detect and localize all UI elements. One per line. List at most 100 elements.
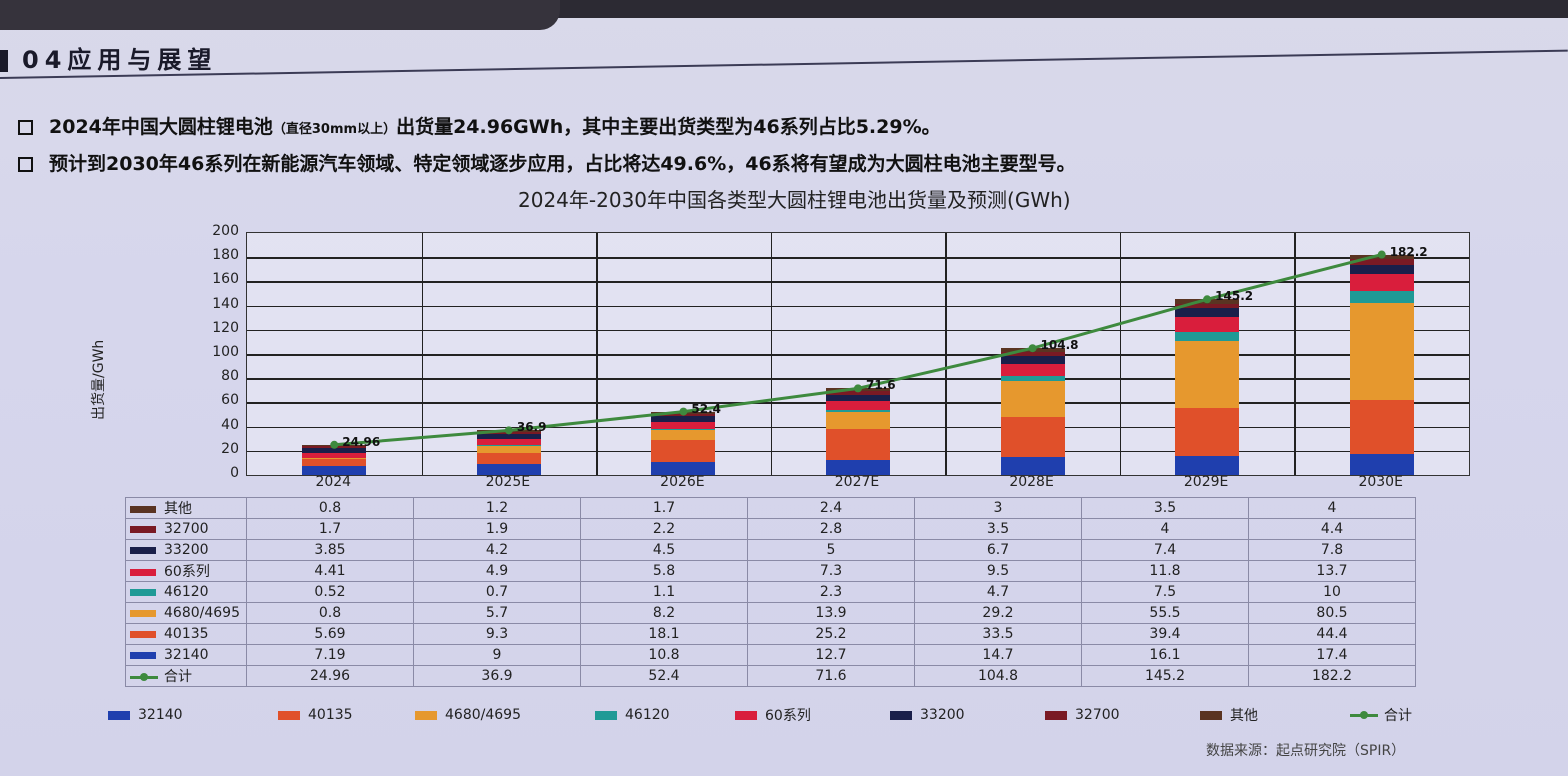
total-value-label: 36.9	[516, 420, 547, 435]
total-point	[1028, 344, 1037, 353]
table-cell: 0.8	[246, 602, 414, 624]
bar-segment-33200	[1349, 264, 1414, 275]
legend-label: 32700	[1075, 707, 1120, 723]
table-cell: 2.3	[747, 581, 915, 603]
color-swatch-icon	[1200, 710, 1222, 720]
table-row: 32140 7.19 9 10.8 12.7 14.7 16.1 17.4	[125, 644, 1416, 666]
color-swatch-icon	[735, 710, 757, 720]
category-divider	[770, 233, 773, 475]
row-label: 其他	[125, 497, 247, 519]
table-cell: 4.7	[914, 581, 1082, 603]
table-cell: 4.2	[413, 539, 581, 561]
table-cell: 36.9	[413, 665, 581, 687]
gridline	[247, 305, 1469, 308]
table-cell: 9.5	[914, 560, 1082, 582]
bar-segment-32700	[1000, 351, 1065, 357]
y-tick-label: 0	[230, 465, 239, 481]
table-cell: 182.2	[1248, 665, 1416, 687]
total-value-label: 24.96	[342, 434, 381, 449]
table-cell: 4	[1248, 497, 1416, 519]
legend-label: 合计	[1384, 708, 1412, 724]
chart-legend: 32140 40135 4680/4695 46120 60系列 33200 32700 其他…	[108, 705, 1470, 725]
bar-segment-33200	[1000, 356, 1065, 365]
table-row: 46120 0.52 0.7 1.1 2.3 4.7 7.5 10	[125, 581, 1416, 603]
legend-label: 33200	[920, 707, 965, 723]
table-cell: 33.5	[914, 623, 1082, 645]
x-tick-label: 2028E	[1009, 474, 1054, 490]
bar-segment-46120	[302, 457, 367, 459]
section-divider	[0, 49, 1568, 79]
y-tick-label: 20	[221, 440, 239, 457]
table-cell: 80.5	[1248, 602, 1416, 624]
row-label: 32700	[125, 518, 247, 540]
table-cell: 5.8	[580, 560, 748, 582]
table-row: 40135 5.69 9.3 18.1 25.2 33.5 39.4 44.4	[125, 623, 1416, 645]
table-cell: 44.4	[1248, 623, 1416, 645]
bar-segment-60系列	[826, 400, 890, 410]
table-cell: 0.52	[246, 581, 414, 603]
table-cell: 1.1	[580, 581, 748, 603]
table-cell: 5	[747, 539, 915, 561]
bar-segment-33200	[826, 394, 890, 401]
table-cell: 4.9	[413, 560, 581, 582]
total-point	[854, 384, 862, 393]
table-cell: 5.7	[413, 602, 581, 624]
legend-label: 60系列	[765, 708, 811, 724]
plot-area: 24.96 36.9 52.4 71.6 104.8 145.2 182.2	[246, 232, 1470, 476]
bar-segment-32700	[826, 391, 890, 395]
table-cell: 2.2	[580, 518, 748, 540]
row-label: 46120	[125, 581, 247, 603]
table-row: 33200 3.85 4.2 4.5 5 6.7 7.4 7.8	[125, 539, 1416, 561]
table-cell: 1.9	[413, 518, 581, 540]
table-cell: 7.19	[246, 644, 414, 666]
bar-segment-46120	[476, 445, 541, 446]
bar-segment-32140	[476, 464, 541, 475]
table-cell: 3.5	[914, 518, 1082, 540]
category-divider	[421, 233, 424, 475]
color-swatch-icon	[130, 651, 156, 659]
bar-segment-40135	[826, 429, 890, 460]
y-tick-label: 60	[221, 392, 239, 409]
bar-segment-40135	[476, 452, 541, 465]
bar-segment-32140	[1175, 455, 1240, 475]
bar-segment-33200	[476, 434, 541, 440]
section-title: 04应用与展望	[0, 40, 217, 75]
y-tick-label: 80	[221, 368, 239, 385]
color-swatch-icon	[130, 630, 156, 638]
legend-item: 32700	[1045, 705, 1200, 725]
color-swatch-icon	[130, 505, 156, 513]
legend-item: 33200	[890, 705, 1045, 725]
bar-segment-60系列	[651, 421, 716, 429]
bullet-2-text: 预计到2030年46系列在新能源汽车领域、特定领域逐步应用，占比将达49.6%，…	[49, 153, 1076, 175]
screen-top-dark-area	[0, 0, 560, 30]
y-tick-label: 120	[212, 319, 239, 336]
gridline	[247, 329, 1469, 332]
total-value-label: 52.4	[691, 401, 722, 416]
total-value-label: 104.8	[1040, 338, 1079, 353]
table-cell: 6.7	[914, 539, 1082, 561]
table-cell: 39.4	[1081, 623, 1249, 645]
color-swatch-icon	[595, 710, 617, 720]
bar-segment-33200	[1175, 308, 1240, 318]
bar-segment-40135	[1000, 416, 1065, 458]
bar-segment-60系列	[1000, 364, 1065, 376]
total-line	[330, 250, 1386, 449]
color-swatch-icon	[278, 710, 300, 720]
gridline	[247, 378, 1469, 380]
row-label: 32140	[125, 644, 247, 666]
category-divider	[1294, 233, 1296, 475]
bar-segment-4680/4695	[1000, 381, 1065, 417]
table-cell: 55.5	[1081, 602, 1249, 624]
y-tick-label: 200	[212, 223, 239, 239]
color-swatch-icon	[130, 546, 156, 554]
bullet-1: 2024年中国大圆柱锂电池（直径30mm以上）出货量24.96GWh，其中主要出…	[18, 112, 941, 139]
table-row: 合计 24.96 36.9 52.4 71.6 104.8 145.2 182.2	[125, 665, 1416, 687]
table-cell: 4.4	[1248, 518, 1416, 540]
legend-label: 46120	[625, 707, 670, 723]
line-marker-icon	[130, 672, 158, 681]
table-cell: 7.5	[1081, 581, 1249, 603]
checkbox-square-icon	[18, 157, 33, 172]
bullet-1-prefix: 2024年中国大圆柱锂电池	[49, 116, 273, 138]
legend-item: 4680/4695	[415, 705, 595, 725]
bar-segment-40135	[1349, 400, 1414, 454]
